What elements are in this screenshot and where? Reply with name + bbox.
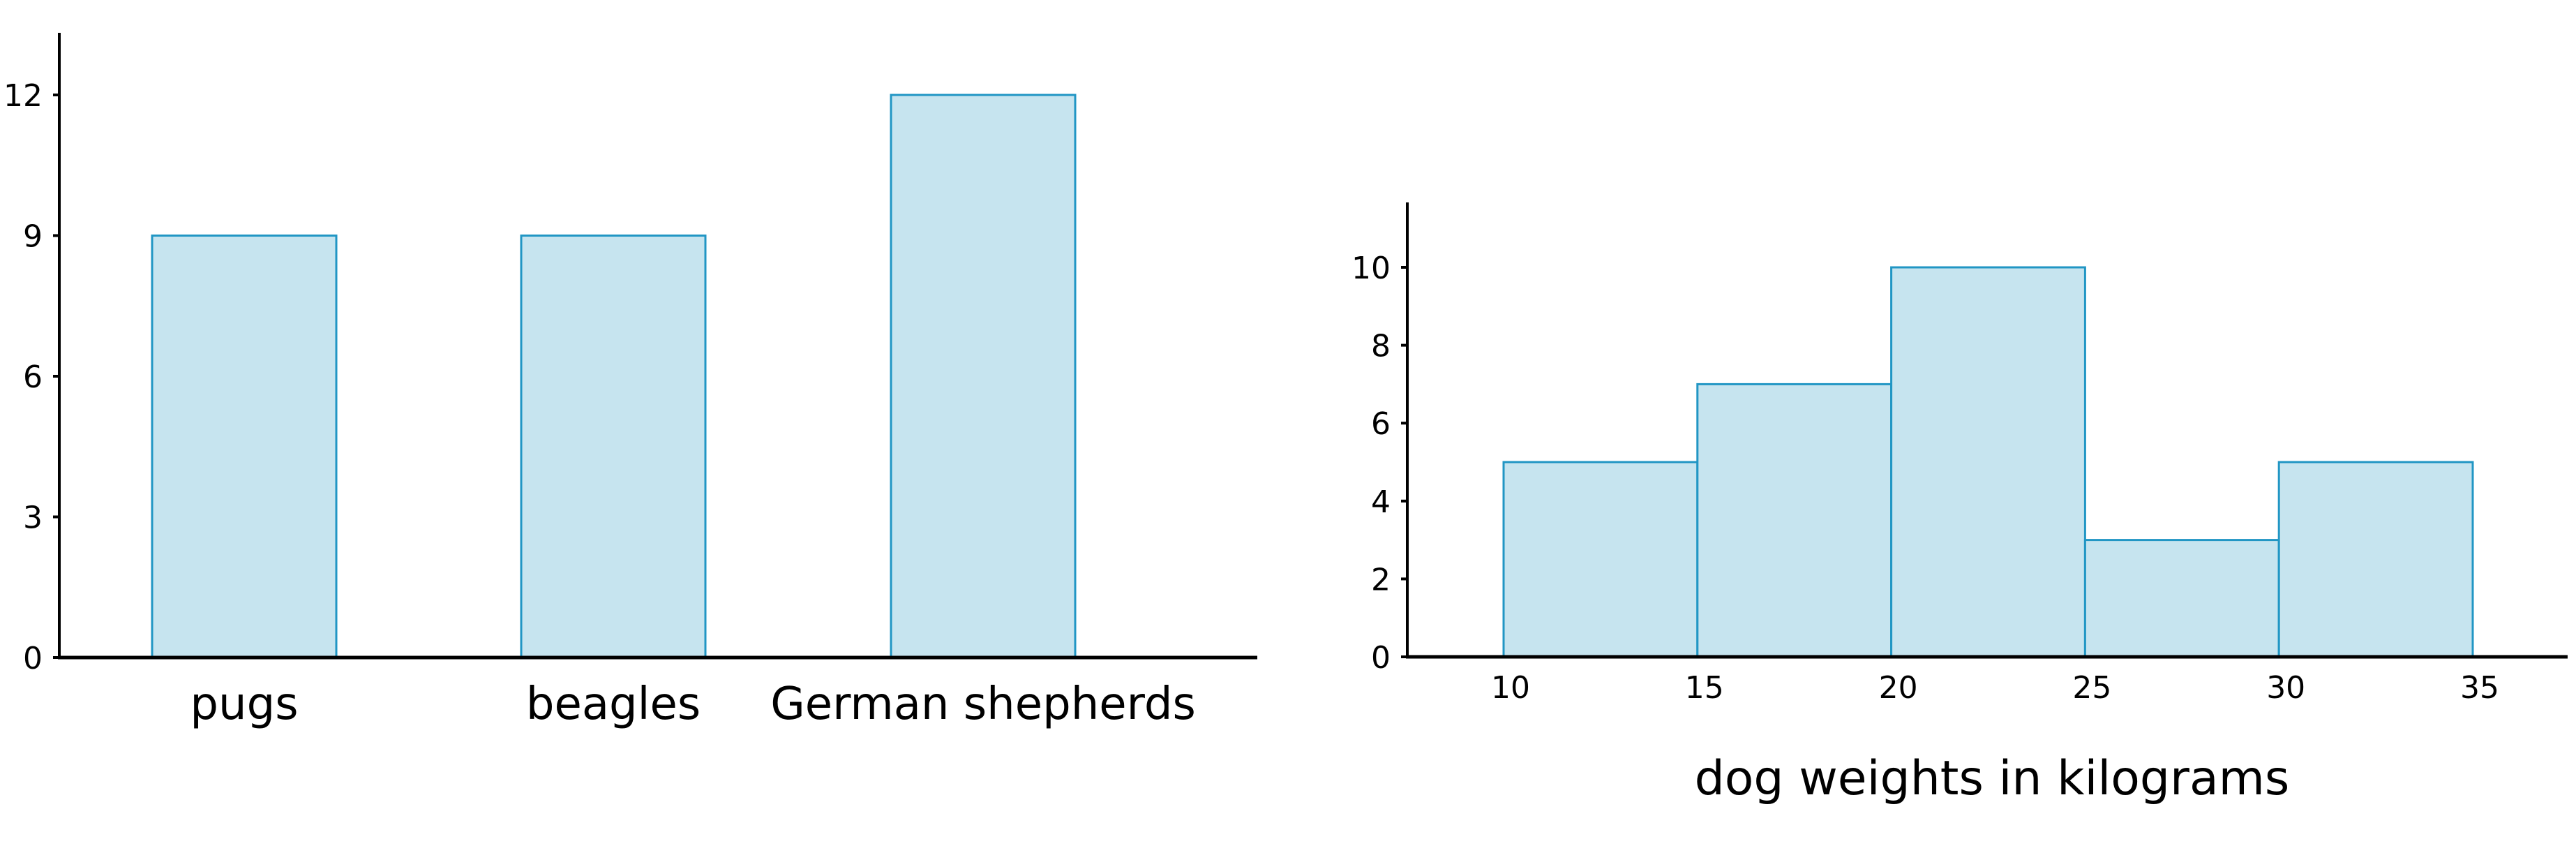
histogram-bin-15-20 <box>1696 383 1893 658</box>
x-tick-label: 35 <box>2460 670 2499 706</box>
y-tick-label: 4 <box>1371 484 1391 520</box>
category-label: German shepherds <box>770 678 1196 730</box>
y-tick-label: 3 <box>23 500 43 536</box>
x-tick-label: 25 <box>2072 670 2111 706</box>
y-tick-label: 0 <box>23 641 43 676</box>
y-tick-label: 0 <box>1371 640 1391 676</box>
x-tick-label: 30 <box>2266 670 2305 706</box>
x-axis-title: dog weights in kilograms <box>1695 751 2290 806</box>
histogram-bin-25-30 <box>2083 539 2280 658</box>
category-label: beagles <box>526 678 701 730</box>
bar-beagles <box>520 235 707 659</box>
y-tick-label: 9 <box>23 219 43 255</box>
histogram-bin-20-25 <box>1890 266 2086 658</box>
y-tick-label: 10 <box>1351 251 1391 286</box>
x-tick-label: 10 <box>1491 670 1530 706</box>
bar-german-shepherds <box>890 94 1077 659</box>
x-tick-label: 20 <box>1879 670 1918 706</box>
histogram-bin-10-15 <box>1502 461 1699 658</box>
y-tick-label: 8 <box>1371 329 1391 364</box>
dog-breed-bar-chart: pugs beagles German shepherds 0 3 6 9 12 <box>3 33 1257 730</box>
x-tick-label: 15 <box>1685 670 1724 706</box>
category-label: pugs <box>190 678 298 730</box>
y-tick-label: 6 <box>23 359 43 395</box>
dog-weight-histogram: 0 2 4 6 8 10 10 15 20 25 30 35 dog weights in kilogr… <box>1351 202 2568 806</box>
histogram-bin-30-35 <box>2277 461 2474 658</box>
y-tick-label: 12 <box>3 78 43 114</box>
y-tick-label: 6 <box>1371 406 1391 442</box>
bar-pugs <box>151 235 338 659</box>
y-tick-label: 2 <box>1371 562 1391 598</box>
